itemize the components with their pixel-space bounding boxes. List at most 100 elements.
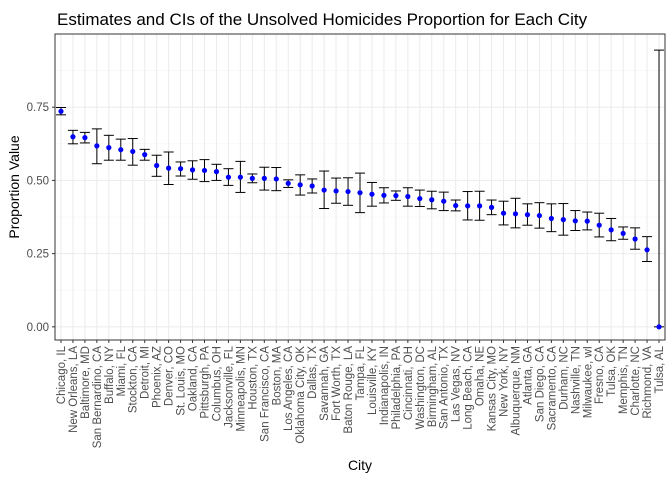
data-point xyxy=(345,188,351,195)
data-point xyxy=(441,198,447,204)
data-point xyxy=(405,193,411,200)
x-tick-label: Minneapolis, MN xyxy=(235,346,247,432)
data-point xyxy=(249,175,255,181)
data-point xyxy=(142,152,148,158)
x-tick-label: Baton Rouge, LA xyxy=(343,346,355,434)
x-tick-label: New Orleans, LA xyxy=(68,346,80,433)
error-bar xyxy=(653,49,665,328)
x-tick-label: Philadelphia, PA xyxy=(391,346,403,430)
x-tick-label: Jacksonville, FL xyxy=(223,345,235,427)
x-tick-label: New York, NY xyxy=(499,346,511,417)
x-tick-label: Omaha, NE xyxy=(475,346,487,406)
data-point xyxy=(608,227,614,233)
data-point xyxy=(548,215,554,222)
x-tick-label: Sacramento, CA xyxy=(546,346,558,431)
x-tick-label: Milwaukee, wI xyxy=(582,346,594,418)
data-point xyxy=(118,147,124,153)
x-tick-label: Fresno, CA xyxy=(594,346,606,404)
y-tick-label: 0.50 xyxy=(27,175,49,187)
data-point xyxy=(273,176,279,182)
grid xyxy=(55,34,665,340)
x-tick-label: Denver, CO xyxy=(164,346,176,406)
data-point xyxy=(106,145,112,151)
x-tick-label: Savannah, GA xyxy=(319,346,331,421)
data-point xyxy=(297,182,303,188)
data-point xyxy=(213,169,220,175)
data-point xyxy=(189,167,196,173)
chart-title: Estimates and CIs of the Unsolved Homici… xyxy=(57,10,588,29)
x-tick-label: Tulsa, AL xyxy=(654,345,666,393)
data-point xyxy=(333,188,339,194)
x-tick-label: San Diego, CA xyxy=(534,346,546,422)
x-axis-title: City xyxy=(348,457,372,473)
data-point xyxy=(225,174,232,180)
data-point xyxy=(261,175,267,181)
x-tick-label: Boston, MA xyxy=(271,346,283,406)
data-point xyxy=(94,143,100,149)
x-tick-label: Birmingham, AL xyxy=(427,345,439,427)
x-tick-label: Miami, FL xyxy=(116,345,128,396)
x-tick-label: Memphis, TN xyxy=(618,346,630,414)
data-point xyxy=(429,197,435,203)
x-tick-label: Richmond, VA xyxy=(642,346,654,419)
y-tick-label: 0.00 xyxy=(27,322,49,334)
data-point xyxy=(524,212,531,218)
x-tick-label: Columbus, OH xyxy=(211,346,223,421)
data-point xyxy=(82,135,88,141)
x-tick-label: Oklahoma City, OK xyxy=(295,346,307,444)
x-tick-label: Kansas City, MO xyxy=(487,346,499,431)
data-point xyxy=(177,166,184,172)
data-point xyxy=(285,180,291,186)
x-tick-label: Charlotte, NC xyxy=(630,346,642,416)
x-tick-label: San Bernardino, CA xyxy=(92,346,104,449)
x-axis: Chicago, IL New Orleans, LA Baltimore, MD S… xyxy=(56,340,666,448)
x-tick-label: Dallas, TX xyxy=(307,346,319,399)
x-tick-label: Long Beach, CA xyxy=(463,346,475,430)
data-point xyxy=(201,167,208,174)
data-point xyxy=(166,165,172,171)
data-point xyxy=(512,211,519,217)
data-point xyxy=(417,195,423,202)
y-tick-label: 0.75 xyxy=(27,102,49,114)
data-point xyxy=(70,134,76,140)
x-tick-label: San Antonio, TX xyxy=(439,346,451,429)
x-tick-label: Houston, TX xyxy=(247,346,259,410)
data-point xyxy=(453,202,459,209)
x-tick-label: Chicago, IL xyxy=(56,345,68,404)
data-point xyxy=(656,324,662,330)
x-tick-label: Washington, DC xyxy=(415,346,427,429)
data-point xyxy=(369,191,375,197)
x-tick-label: San Francisco, CA xyxy=(259,346,271,442)
data-point xyxy=(357,190,363,196)
x-tick-label: Cincinnati, OH xyxy=(403,346,415,420)
data-point xyxy=(465,203,471,209)
data-point xyxy=(644,247,650,253)
data-point xyxy=(321,187,327,193)
x-tick-label: Nashville, TN xyxy=(570,346,582,414)
data-point xyxy=(237,174,243,180)
data-point xyxy=(477,203,483,209)
data-point xyxy=(393,193,399,199)
x-tick-label: Phoenix, AZ xyxy=(152,346,164,408)
x-tick-label: Fort Worth, TX xyxy=(331,346,343,421)
x-tick-label: Stockton, CA xyxy=(128,346,140,413)
x-tick-label: Louisville, KY xyxy=(367,346,379,415)
y-axis: 0.00 0.25 0.50 0.75 xyxy=(27,102,55,334)
x-tick-label: Indianapolis, IN xyxy=(379,346,391,425)
y-tick-label: 0.25 xyxy=(27,249,49,261)
data-point xyxy=(536,212,543,219)
x-tick-label: Atlanta, GA xyxy=(522,346,534,405)
x-tick-label: Durham, NC xyxy=(558,346,570,410)
data-point xyxy=(596,222,602,228)
x-tick-label: St. Louis, MO xyxy=(176,346,188,416)
data-point xyxy=(381,192,387,198)
x-tick-label: Albuquerque, NM xyxy=(510,346,522,436)
x-tick-label: Las Vegas, NV xyxy=(451,346,463,422)
y-axis-title: Proportion Value xyxy=(6,135,22,238)
data-point xyxy=(584,218,590,224)
data-point xyxy=(309,183,315,189)
data-point xyxy=(58,108,64,114)
x-tick-label: Tulsa, OK xyxy=(606,346,618,397)
x-tick-label: Baltimore, MD xyxy=(80,346,92,419)
